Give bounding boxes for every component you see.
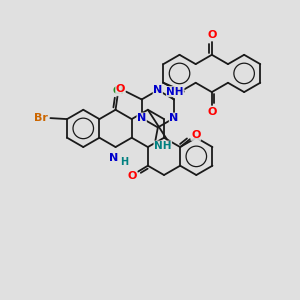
Text: N: N bbox=[137, 113, 146, 123]
Text: O: O bbox=[128, 170, 137, 181]
Text: NH: NH bbox=[154, 141, 172, 151]
Text: N: N bbox=[153, 85, 163, 95]
Text: NH: NH bbox=[167, 87, 184, 97]
Text: O: O bbox=[116, 84, 125, 94]
Text: H: H bbox=[120, 157, 128, 167]
Text: O: O bbox=[207, 30, 217, 40]
Text: O: O bbox=[207, 107, 217, 117]
Text: N: N bbox=[169, 113, 178, 123]
Text: O: O bbox=[191, 130, 200, 140]
Text: Cl: Cl bbox=[112, 85, 124, 96]
Text: Br: Br bbox=[34, 113, 47, 123]
Text: N: N bbox=[109, 153, 118, 163]
